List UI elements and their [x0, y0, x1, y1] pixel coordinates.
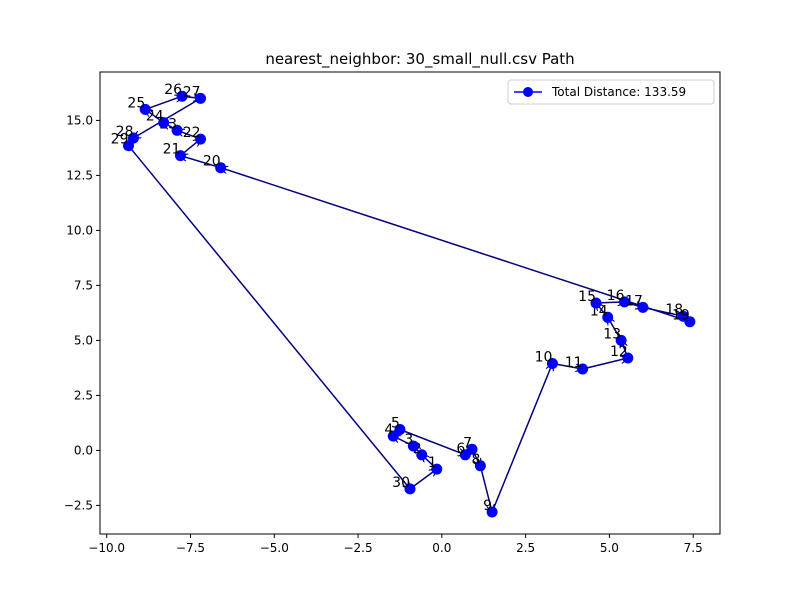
path-segment: [491, 364, 552, 513]
legend-marker: [523, 87, 533, 97]
path-point: [637, 301, 649, 313]
point-label: 9: [483, 498, 492, 514]
path-segment: [409, 469, 437, 490]
path-point: [122, 140, 134, 152]
x-tick-label: 7.5: [684, 541, 703, 555]
path-point: [466, 443, 478, 455]
path-point: [486, 506, 498, 518]
point-label: 30: [392, 475, 410, 491]
path-point: [577, 363, 589, 375]
point-label: 22: [183, 125, 201, 141]
y-tick-label: 10.0: [66, 223, 93, 237]
path-point: [618, 296, 630, 308]
point-label: 16: [607, 288, 625, 304]
plot-frame: [99, 71, 721, 535]
y-tick-label: 0.0: [74, 443, 93, 457]
point-label: 15: [578, 289, 596, 305]
point-label: 13: [603, 326, 621, 342]
legend-box: [507, 79, 715, 105]
point-label: 26: [164, 82, 182, 98]
path-point: [394, 424, 406, 435]
point-label: 6: [456, 441, 465, 457]
path-point: [431, 463, 443, 475]
x-tick-label: 0.0: [432, 541, 451, 555]
point-label: 10: [535, 350, 553, 366]
y-tick-label: 7.5: [74, 278, 93, 292]
path-point: [174, 150, 186, 162]
point-label: 25: [127, 95, 145, 111]
x-tick-label: −10.0: [88, 541, 125, 555]
y-tick-label: −2.5: [64, 498, 93, 512]
point-label: 27: [183, 84, 201, 100]
path-segment: [180, 156, 221, 169]
point-label: 8: [471, 452, 480, 468]
legend-label: Total Distance: 133.59: [551, 85, 686, 99]
point-label: 4: [384, 422, 393, 438]
path-point: [171, 124, 183, 136]
path-segment: [144, 96, 182, 111]
point-label: 29: [111, 132, 129, 148]
path-point: [416, 449, 428, 461]
x-tick-label: −2.5: [343, 541, 372, 555]
path-segment: [399, 428, 465, 455]
y-tick-label: 15.0: [66, 113, 93, 127]
path-point: [176, 90, 188, 102]
point-label: 24: [146, 109, 164, 125]
path-point: [546, 358, 558, 369]
point-label: 3: [404, 432, 413, 448]
y-tick-label: 5.0: [74, 333, 93, 347]
path-segment: [127, 145, 410, 489]
y-tick-label: 12.5: [66, 168, 93, 182]
path-point: [615, 334, 627, 346]
point-label: 7: [463, 435, 472, 451]
path-segment: [582, 358, 628, 370]
point-label: 1: [428, 455, 437, 471]
path-point: [195, 133, 207, 145]
point-label: 28: [116, 124, 134, 140]
path-segment: [479, 465, 492, 512]
path-point: [622, 352, 634, 364]
path-point: [590, 297, 602, 309]
x-tick-label: 2.5: [516, 541, 535, 555]
point-label: 20: [203, 154, 221, 170]
x-tick-label: −5.0: [260, 541, 289, 555]
point-label: 11: [565, 355, 583, 371]
point-label: 12: [610, 344, 628, 360]
path-point: [474, 460, 486, 472]
x-tick-label: 5.0: [600, 541, 619, 555]
path-point: [158, 117, 170, 129]
path-point: [387, 430, 399, 442]
chart-title: nearest_neighbor: 30_small_null.csv Path: [265, 50, 574, 69]
path-point: [195, 92, 207, 104]
path-point: [139, 103, 151, 115]
y-tick-label: 2.5: [74, 388, 93, 402]
path-point: [404, 483, 416, 495]
point-label: 5: [391, 416, 400, 432]
path-segment: [134, 97, 201, 138]
path-point: [684, 316, 696, 328]
legend: Total Distance: 133.59: [507, 79, 715, 105]
point-label: 17: [625, 293, 643, 309]
path-segment: [221, 168, 691, 323]
path-point: [602, 311, 614, 323]
point-label: 21: [163, 142, 181, 158]
point-label: 19: [672, 308, 690, 324]
x-tick-label: −7.5: [176, 541, 205, 555]
point-label: 18: [665, 302, 683, 318]
path-point: [407, 440, 419, 452]
path-point: [215, 162, 227, 174]
